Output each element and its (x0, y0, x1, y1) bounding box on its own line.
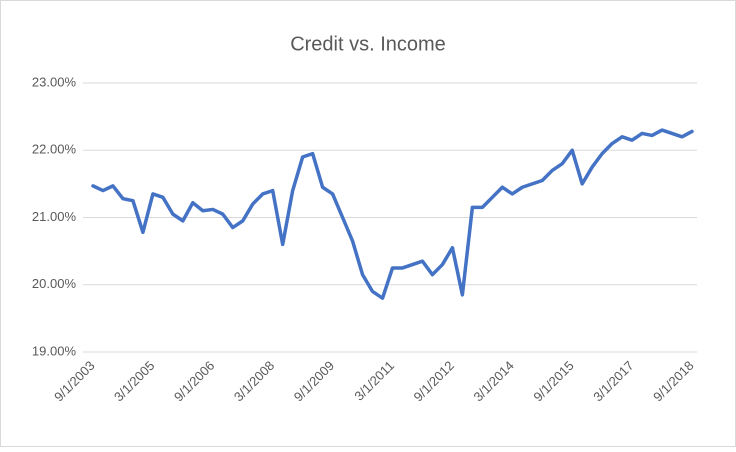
chart-title: Credit vs. Income (290, 33, 446, 55)
y-tick-label: 20.00% (32, 276, 77, 291)
y-tick-label: 23.00% (32, 74, 77, 89)
data-line (91, 128, 694, 300)
y-tick-label: 21.00% (32, 209, 77, 224)
y-tick-label: 22.00% (32, 142, 77, 157)
y-tick-label: 19.00% (32, 343, 77, 358)
